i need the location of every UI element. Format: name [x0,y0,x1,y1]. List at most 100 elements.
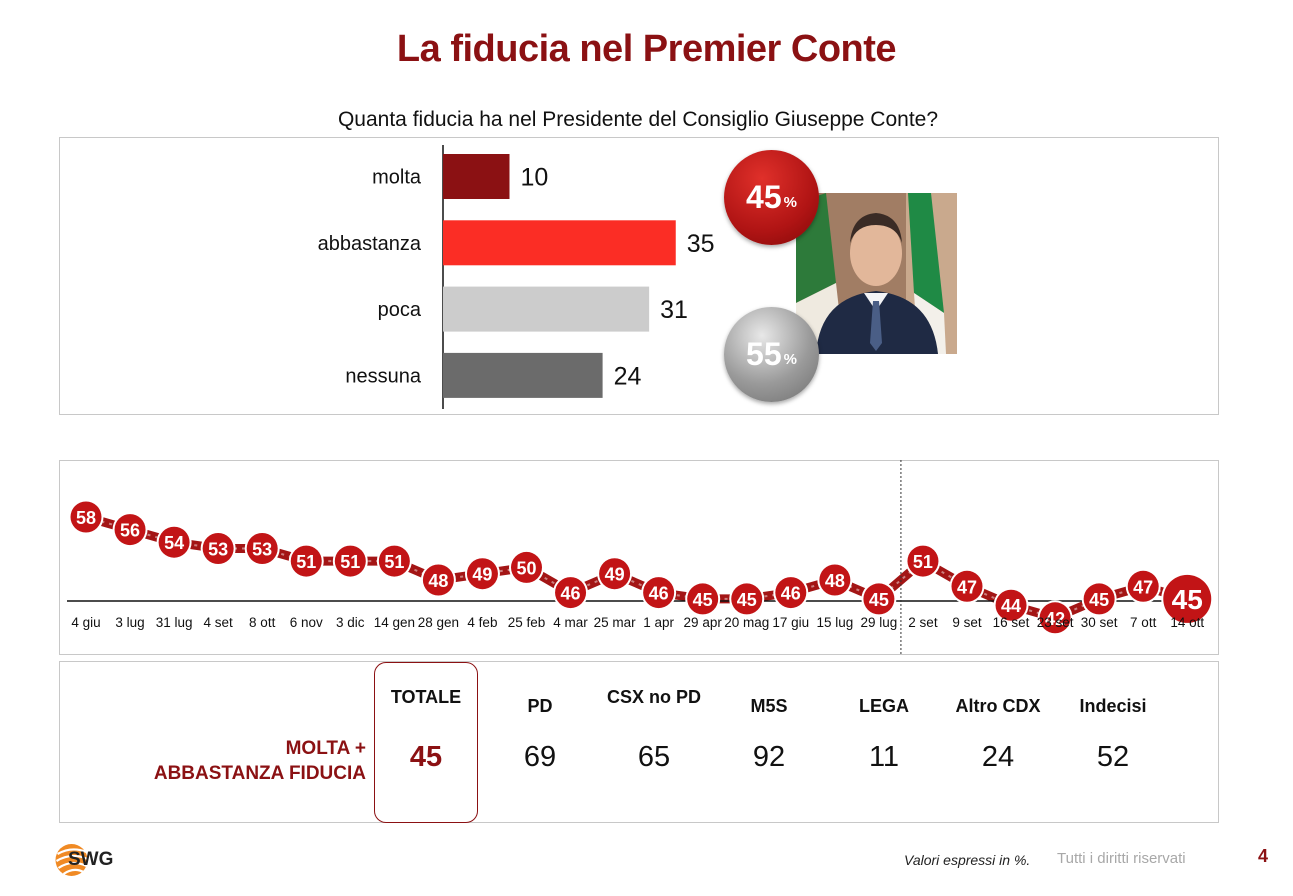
trend-marker [1163,574,1212,623]
bar-label-molta: molta [372,167,422,189]
trend-marker [1039,602,1071,634]
bar-poca [443,286,650,332]
trend-value-label: 58 [76,508,96,528]
trend-marker [246,533,278,564]
trend-marker [687,583,719,615]
trend-tick-label: 4 mar [553,615,588,630]
value-indecisi: 52 [1096,741,1130,773]
bar-value-nessuna: 24 [614,362,642,390]
table-row-label: MOLTA + ABBASTANZA FIDUCIA [110,736,366,786]
trend-tick-label: 1 apr [643,615,674,630]
bar-value-molta: 10 [521,164,549,192]
trend-marker [158,526,190,558]
trend-tick-label: 31 lug [156,615,193,630]
trend-value-label: 45 [1172,584,1203,615]
trend-value-label: 46 [649,584,669,604]
trend-marker [422,564,454,596]
trend-marker [1127,570,1159,602]
trend-marker [643,577,675,609]
trend-tick-label: 16 set [993,615,1030,630]
trend-marker [114,514,146,546]
distribution-panel [59,137,1219,415]
value-altro-cdx: 24 [981,741,1015,773]
trend-value-label: 50 [516,558,536,578]
trend-value-label: 45 [737,590,757,610]
trend-tick-label: 9 set [952,615,982,630]
trend-tick-label: 6 nov [290,615,323,630]
trend-value-label: 51 [296,552,316,572]
percent-sign: % [783,194,797,211]
trend-value-label: 53 [252,540,272,560]
value-m5s: 92 [752,741,786,773]
party-breakdown-panel [59,661,1219,823]
trend-marker [775,577,807,609]
trend-tick-label: 23 set [1037,615,1074,630]
trend-value-label: 46 [561,584,581,604]
trend-marker [863,583,895,615]
trend-value-label: 44 [1001,596,1021,616]
distribution-bar-chart: molta 10 abbastanza 35 poca 31 nessuna 24 [318,145,715,409]
trend-tick-label: 4 feb [467,615,497,630]
trend-tick-label: 2 set [908,615,938,630]
trend-value-label: 54 [164,533,184,553]
question-text: Quanta fiducia ha nel Presidente del Con… [337,108,939,131]
value-lega: 11 [868,741,900,773]
trend-tick-label: 3 dic [336,615,365,630]
trend-tick-label: 14 ott [1170,615,1204,630]
column-header-lega: LEGA [858,696,909,716]
trend-marker [511,551,542,583]
trend-value-label: 42 [1045,609,1065,629]
trend-marker [599,558,631,590]
trend-value-label: 56 [120,521,140,541]
trend-tick-label: 30 set [1081,615,1118,630]
trend-value-label: 47 [957,577,977,597]
page-number: 4 [1258,846,1269,866]
column-header-indecisi: Indecisi [1079,696,1147,716]
row-label-line1: MOLTA + [285,738,366,759]
trend-value-label: 45 [693,590,713,610]
column-header-altro-cdx: Altro CDX [955,696,1041,716]
trend-tick-label: 14 gen [374,615,415,630]
trend-value-label: 51 [913,552,933,572]
bar-value-poca: 31 [660,296,688,324]
trend-marker [290,545,322,577]
trend-tick-label: 8 ott [249,615,276,630]
bar-label-nessuna: nessuna [345,365,421,387]
value-pd: 69 [523,741,557,773]
page-title: La fiducia nel Premier Conte [396,28,897,70]
trend-tick-label: 28 gen [418,615,459,630]
swg-logo-text: SWG [68,849,114,870]
negative-total-badge: 55% [724,307,819,402]
trend-value-label: 51 [340,552,360,572]
column-header-csx: CSX no PD [606,687,701,707]
trend-tick-label: 7 ott [1130,615,1157,630]
trend-value-label: 51 [384,552,404,572]
row-label-line2: ABBASTANZA FIDUCIA [153,763,366,784]
totale-highlight-box [374,662,478,823]
trend-marker [334,545,366,577]
trend-value-label: 49 [605,565,625,585]
trend-tick-label: 29 lug [861,615,898,630]
trend-marker [70,501,102,533]
trend-value-label: 48 [428,571,448,591]
column-header-totale: TOTALE [390,687,462,707]
bar-abbastanza [443,220,676,266]
bar-molta [443,154,510,199]
trend-line-chart: 58 4 giu 56 3 lug 54 31 lug 53 4 set 53 8 ott 51 6 … [67,460,1214,655]
negative-total-value: 55 [746,336,782,372]
trend-marker [466,558,498,590]
trend-tick-label: 25 feb [508,615,546,630]
trend-tick-label: 17 giu [772,615,809,630]
trend-tick-label: 15 lug [816,615,853,630]
trend-marker [995,589,1027,621]
bar-nessuna [443,352,603,398]
trend-marker [202,533,234,564]
trend-tick-label: 25 mar [594,615,637,630]
trend-marker [555,577,587,609]
trend-value-label: 45 [869,590,889,610]
trend-tick-label: 4 giu [71,615,100,630]
trend-value-label: 46 [781,584,801,604]
positive-total-badge: 45% [724,150,819,245]
rights-notice: Tutti i diritti riservati [1057,850,1186,867]
trend-value-label: 47 [1133,577,1153,597]
